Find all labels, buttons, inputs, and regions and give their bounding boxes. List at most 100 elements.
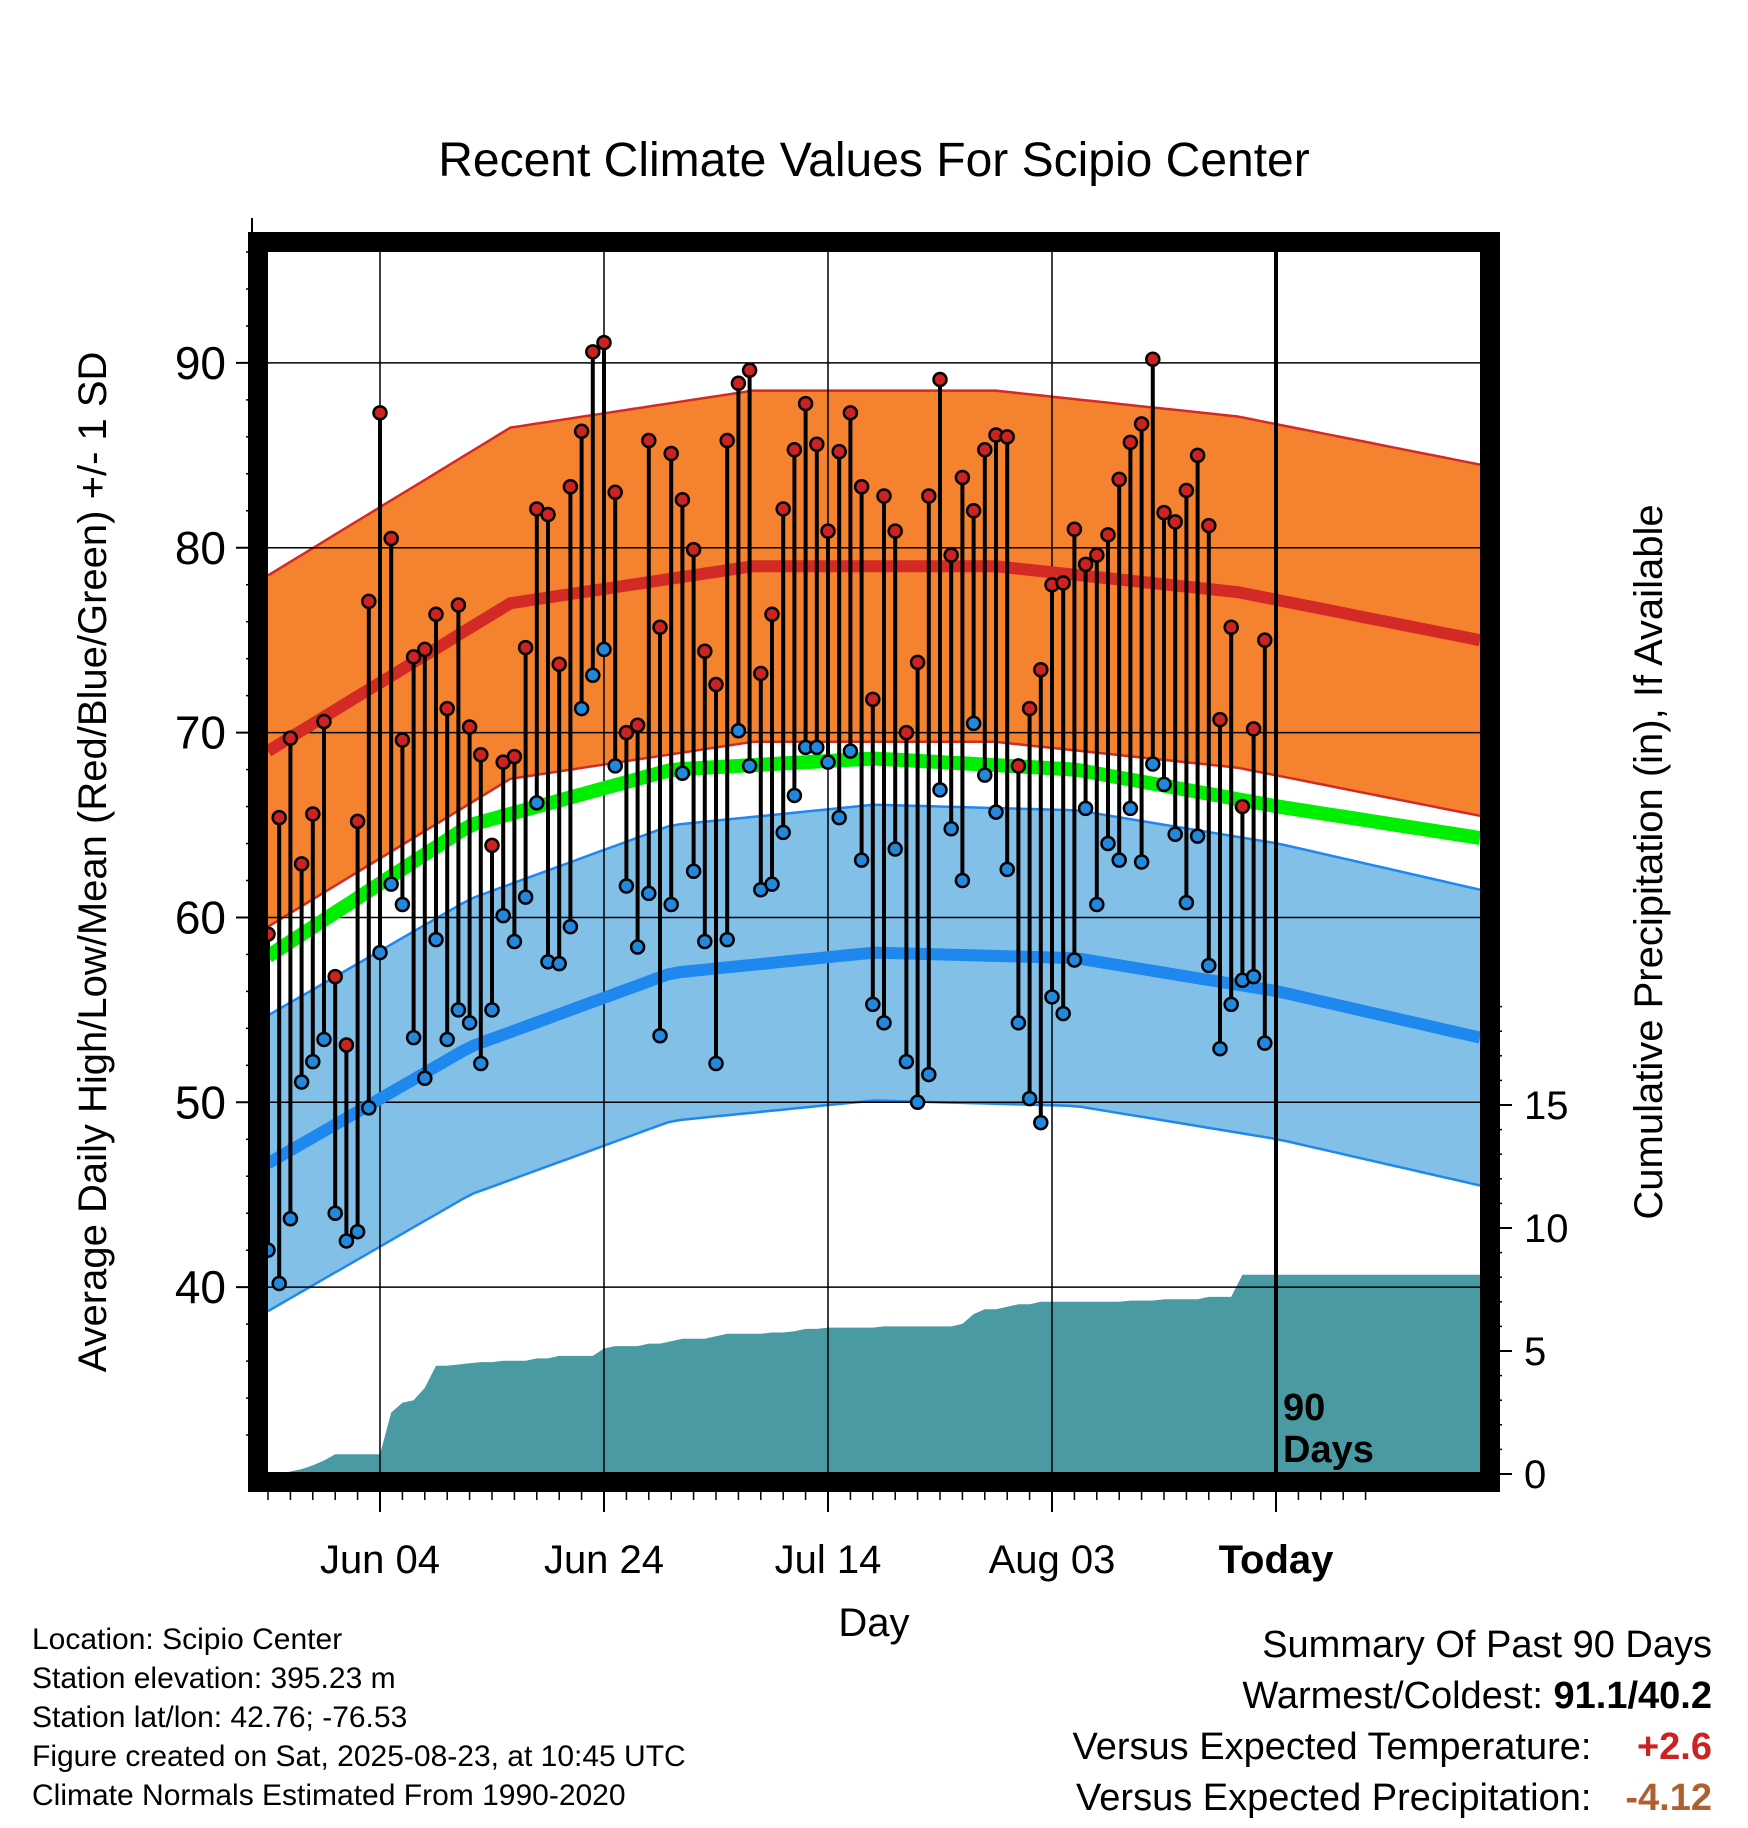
y-tick-label: 50 bbox=[175, 1076, 226, 1128]
x-axis-label: Day bbox=[838, 1601, 909, 1645]
high-point bbox=[921, 488, 937, 504]
low-point bbox=[932, 782, 948, 798]
low-point bbox=[708, 1055, 724, 1072]
high-point bbox=[932, 371, 948, 388]
low-point bbox=[585, 667, 601, 684]
low-point bbox=[786, 787, 803, 804]
low-point bbox=[484, 1002, 500, 1018]
y2-tick-label: 15 bbox=[1524, 1084, 1569, 1128]
high-point bbox=[876, 488, 892, 504]
high-point bbox=[1156, 504, 1172, 521]
high-point bbox=[1133, 416, 1150, 432]
high-point bbox=[1189, 447, 1206, 464]
low-point bbox=[573, 700, 590, 717]
summary-title: Summary Of Past 90 Days bbox=[1262, 1624, 1712, 1666]
low-point bbox=[988, 804, 1004, 820]
high-point bbox=[977, 442, 993, 458]
low-point bbox=[1100, 835, 1116, 852]
high-point bbox=[417, 641, 433, 658]
low-point bbox=[1077, 800, 1094, 817]
low-point bbox=[293, 1074, 310, 1090]
high-point bbox=[405, 649, 422, 665]
high-point bbox=[1021, 700, 1038, 717]
low-point bbox=[1189, 828, 1206, 844]
low-point bbox=[450, 1002, 467, 1018]
precip-row: Versus Expected Precipitation: -4.12 bbox=[1073, 1773, 1712, 1824]
low-point bbox=[1055, 1005, 1071, 1022]
low-point bbox=[372, 944, 388, 961]
high-point bbox=[954, 469, 971, 486]
high-point bbox=[461, 719, 478, 735]
low-point bbox=[338, 1233, 355, 1249]
high-point bbox=[596, 334, 612, 351]
normal-high-line bbox=[264, 560, 1482, 757]
low-point bbox=[1021, 1090, 1038, 1107]
y-tick-label: 60 bbox=[175, 891, 226, 943]
low-point bbox=[674, 765, 691, 782]
low-point bbox=[831, 809, 847, 826]
high-point bbox=[1201, 517, 1217, 534]
high-point bbox=[753, 665, 769, 682]
high-point bbox=[450, 597, 467, 613]
high-point bbox=[517, 639, 534, 656]
low-point bbox=[999, 861, 1015, 878]
low-point bbox=[954, 872, 971, 889]
plot-border bbox=[248, 232, 1500, 1492]
high-point bbox=[1055, 575, 1071, 591]
high-point bbox=[271, 809, 287, 826]
high-point bbox=[1033, 662, 1049, 678]
low-point bbox=[741, 758, 758, 774]
high-point bbox=[820, 523, 836, 539]
y-tick-label: 70 bbox=[175, 707, 226, 759]
low-point bbox=[405, 1029, 422, 1046]
axes: 40 50 60 70 80 90 0 5 10 15 Jun 04 Jun 24 Jul 14 Aug … bbox=[71, 218, 1671, 1645]
high-point bbox=[1111, 471, 1127, 488]
created-text: Figure created on Sat, 2025-08-23, at 10… bbox=[32, 1740, 686, 1773]
precip-label: Versus Expected Precipitation: bbox=[1076, 1777, 1592, 1819]
high-point bbox=[641, 432, 657, 449]
chart-title: Recent Climate Values For Scipio Center bbox=[438, 134, 1309, 187]
low-point bbox=[1156, 776, 1172, 793]
low-point bbox=[1033, 1114, 1049, 1131]
high-point bbox=[652, 619, 668, 635]
high-point bbox=[551, 656, 567, 672]
elevation-text: Station elevation: 395.23 m bbox=[32, 1662, 396, 1695]
high-point bbox=[585, 344, 601, 360]
low-point bbox=[517, 889, 534, 905]
low-point bbox=[842, 743, 859, 759]
low-band-lower bbox=[267, 1099, 1481, 1313]
high-point bbox=[607, 484, 623, 501]
high-point bbox=[1066, 521, 1083, 538]
x-tick-label: Today bbox=[1219, 1538, 1335, 1582]
high-point bbox=[439, 700, 455, 717]
high-point bbox=[540, 506, 556, 523]
high-point bbox=[741, 362, 758, 379]
precip-value: -4.12 bbox=[1625, 1777, 1712, 1819]
high-point bbox=[562, 479, 579, 495]
high-point bbox=[674, 491, 691, 508]
y2-axis-label: Cumulative Precipitation (in), If Availa… bbox=[1627, 504, 1671, 1219]
high-point bbox=[1089, 547, 1105, 563]
high-point bbox=[719, 432, 735, 449]
low-point bbox=[417, 1070, 433, 1087]
warm-cold-label: Warmest/Coldest: bbox=[1242, 1675, 1543, 1717]
low-point bbox=[1133, 854, 1150, 870]
high-point bbox=[383, 530, 399, 547]
low-point bbox=[876, 1015, 892, 1031]
high-point bbox=[1257, 632, 1273, 648]
high-point bbox=[943, 547, 959, 563]
low-point bbox=[473, 1055, 489, 1072]
low-point bbox=[461, 1015, 478, 1031]
low-point bbox=[764, 876, 780, 892]
high-point bbox=[1234, 798, 1251, 815]
low-point bbox=[977, 767, 993, 783]
low-point bbox=[865, 996, 881, 1013]
low-point bbox=[361, 1100, 377, 1116]
high-point bbox=[1145, 351, 1161, 367]
high-point bbox=[842, 405, 859, 421]
low-point bbox=[641, 885, 657, 902]
low-point bbox=[730, 723, 747, 739]
high-point bbox=[349, 813, 366, 830]
high-point bbox=[428, 606, 444, 623]
